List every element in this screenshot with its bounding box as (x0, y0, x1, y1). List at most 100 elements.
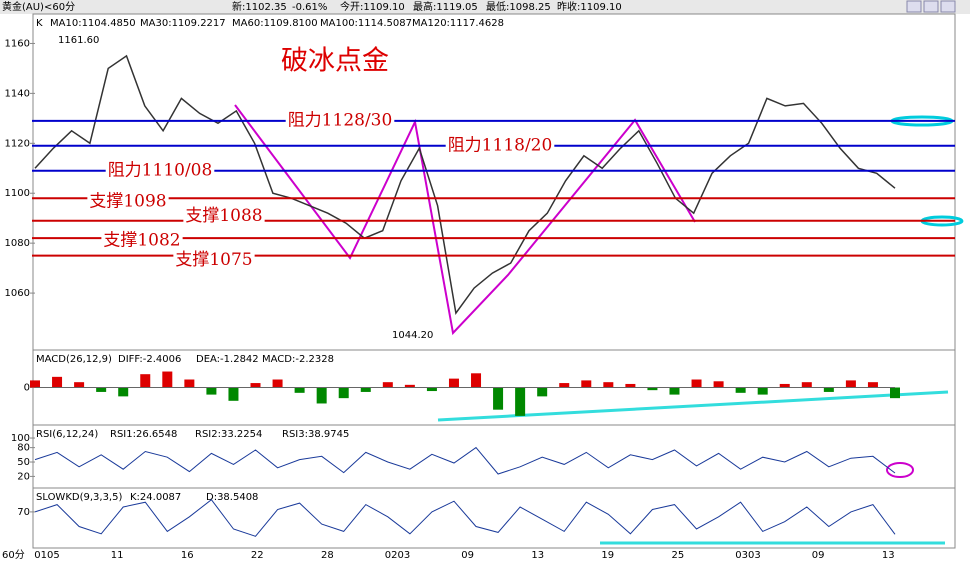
header-item: 今开:1109.10 (340, 0, 405, 13)
level-label: 阻力1128/30 (288, 110, 393, 130)
legend-item: DEA:-1.2842 (196, 354, 259, 365)
macd-bar (30, 380, 40, 388)
macd-bar (713, 381, 724, 388)
y-tick-label: 1140 (5, 88, 30, 99)
macd-bar (382, 382, 393, 388)
close-line (34, 54, 896, 315)
k-line (34, 498, 896, 537)
low-label: 1044.20 (392, 330, 433, 341)
macd-bar (140, 374, 151, 388)
legend-item: MACD(26,12,9) (36, 354, 112, 365)
macd-bar (426, 387, 437, 392)
x-tick-label: 09 (812, 550, 825, 561)
legend-item: SLOWKD(9,3,3,5) (36, 492, 122, 503)
scroll-left[interactable] (906, 0, 922, 13)
macd-bar (184, 379, 195, 388)
macd-bar (294, 387, 305, 393)
level-label: 支撑1082 (103, 231, 180, 251)
macd-bar (625, 383, 636, 388)
level-label: 支撑1098 (89, 192, 166, 212)
legend-item: D:38.5408 (206, 492, 258, 503)
macd-bar (515, 387, 526, 416)
x-tick-label: 0303 (735, 550, 760, 561)
legend-item: MA100:1114.5087 (320, 18, 412, 29)
level-label: 支撑1075 (175, 250, 252, 270)
legend-item: MA60:1109.8100 (232, 18, 318, 29)
y-tick-label: 20 (17, 471, 30, 482)
x-tick-label: 16 (181, 550, 194, 561)
y-tick-label: 50 (17, 457, 30, 468)
x-tick-label: 11 (111, 550, 124, 561)
macd-bar (404, 384, 415, 388)
header-item: 新:1102.35 (232, 0, 287, 13)
header-item: 黄金(AU)<60分 (2, 0, 75, 13)
macd-bar (669, 387, 680, 395)
macd-bar (74, 382, 85, 388)
x-tick-label: 0203 (385, 550, 410, 561)
legend-item: RSI1:26.6548 (110, 429, 177, 440)
y-tick-label: 80 (17, 443, 30, 454)
legend-item: K:24.0087 (130, 492, 181, 503)
legend-item: RSI3:38.9745 (282, 429, 349, 440)
macd-bar (52, 376, 63, 388)
label-bg (445, 135, 555, 156)
label-bg (173, 250, 255, 271)
macd-bar (118, 387, 129, 397)
legend-item: MACD:-2.2328 (262, 354, 334, 365)
macd-bar (448, 378, 459, 388)
x-unit: 60分 (2, 549, 25, 561)
macd-bar (162, 371, 173, 388)
x-tick-label: 22 (251, 550, 264, 561)
y-tick-label: 0 (24, 383, 30, 394)
high-label: 1161.60 (58, 35, 99, 46)
macd-bar (867, 382, 878, 388)
scroll-right[interactable] (923, 0, 939, 13)
x-tick-label: 28 (321, 550, 334, 561)
x-tick-label: 13 (882, 550, 895, 561)
y-tick-label: 1060 (5, 288, 30, 299)
macd-bar (96, 387, 107, 392)
macd-bar (316, 387, 327, 404)
level-label: 阻力1118/20 (448, 135, 553, 155)
header-item: 最低:1098.25 (486, 0, 551, 13)
x-tick-label: 19 (601, 550, 614, 561)
legend-item: RSI(6,12,24) (36, 429, 98, 440)
level-label: 阻力1110/08 (108, 160, 213, 180)
maximize[interactable] (940, 0, 956, 13)
y-tick-label: 70 (17, 507, 30, 518)
macd-bar (801, 382, 812, 388)
x-tick-label: 25 (672, 550, 685, 561)
macd-bar (691, 379, 702, 388)
macd-bar (493, 387, 504, 410)
macd-bar (360, 387, 371, 392)
macd-bar (206, 387, 217, 395)
macd-bar (272, 379, 283, 388)
y-tick-label: 100 (11, 433, 30, 444)
legend-item: MA10:1104.4850 (50, 18, 136, 29)
y-tick-label: 1100 (5, 188, 30, 199)
y-tick-label: 1160 (5, 38, 30, 49)
macd-bar (845, 380, 856, 388)
legend-item: K (36, 18, 43, 29)
label-bg (101, 230, 183, 251)
macd-bar (338, 387, 349, 399)
legend-item: DIFF:-2.4006 (118, 354, 181, 365)
plot-frame (32, 13, 956, 549)
macd-bar (890, 387, 900, 399)
x-tick-label: 09 (461, 550, 474, 561)
macd-bar (647, 387, 658, 391)
highlight-oval (886, 462, 914, 478)
legend-item: RSI2:33.2254 (195, 429, 262, 440)
legend-item: MA120:1117.4628 (412, 18, 504, 29)
header-item: 最高:1119.05 (413, 0, 478, 13)
y-tick-label: 1120 (5, 138, 30, 149)
rsi1-line (34, 446, 896, 475)
label-bg (183, 206, 265, 227)
macd-bar (581, 380, 592, 388)
y-tick-label: 1080 (5, 238, 30, 249)
macd-bar (559, 383, 570, 388)
label-bg (87, 191, 169, 212)
x-tick-label: 13 (531, 550, 544, 561)
macd-bar (603, 382, 614, 388)
